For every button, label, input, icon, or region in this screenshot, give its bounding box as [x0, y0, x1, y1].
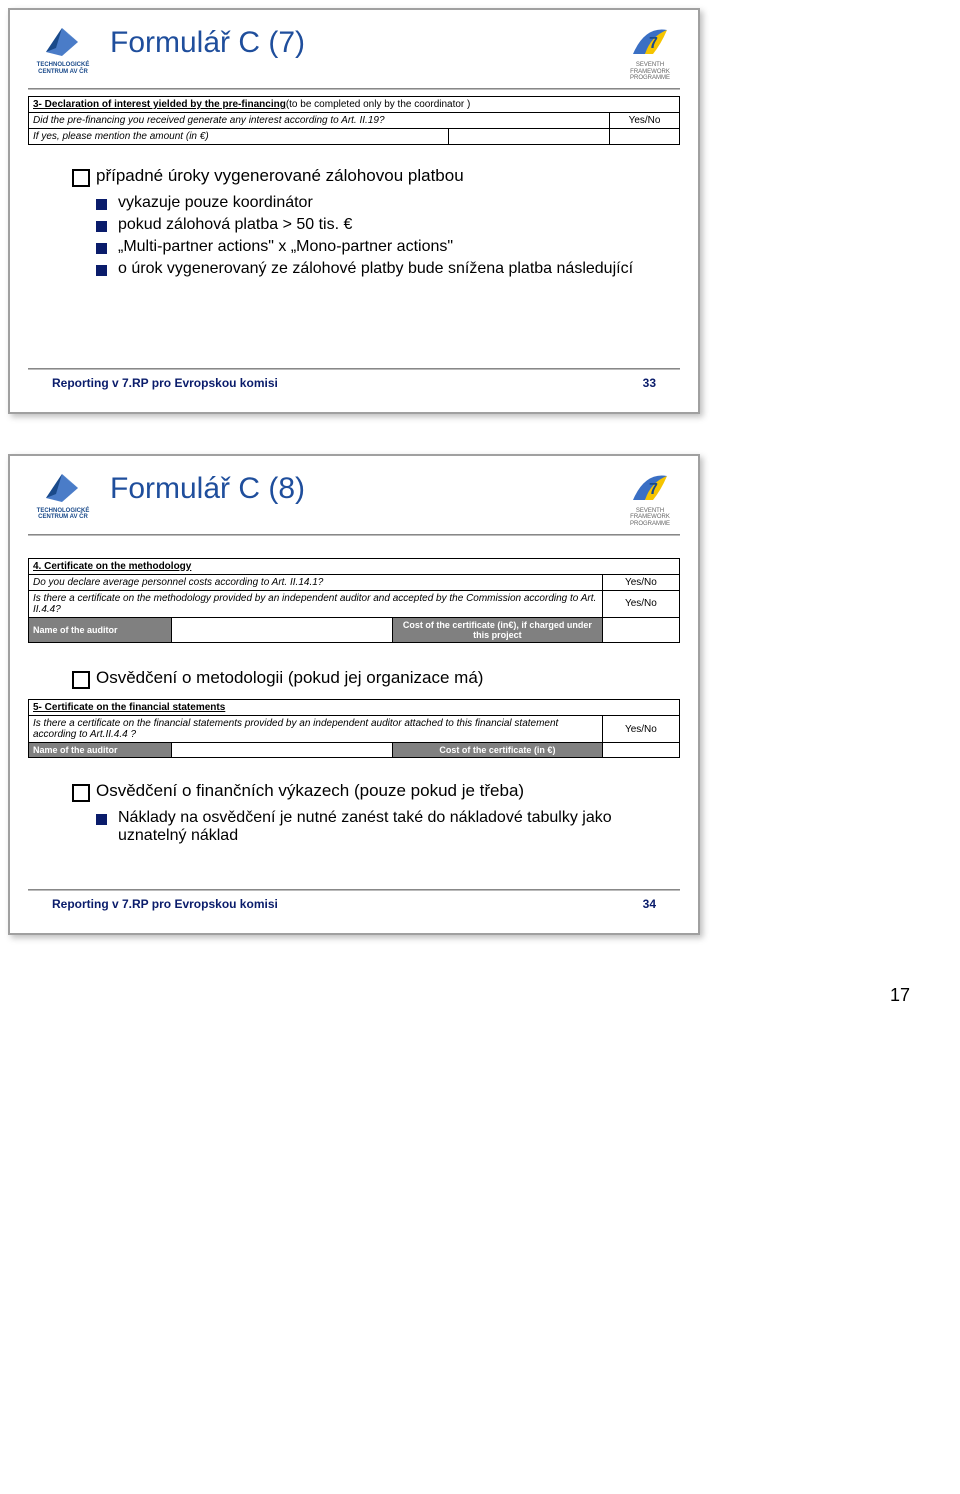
fp7-line1: SEVENTH FRAMEWORK [630, 62, 670, 75]
section-4-q2-row: Is there a certificate on the methodolog… [29, 590, 680, 617]
tc-logo-line1-2: TECHNOLOGICKÉ [37, 508, 90, 514]
section-5-q1: Is there a certificate on the financial … [29, 716, 603, 743]
section-5-heading: 5- Certificate on the financial statemen… [29, 700, 680, 716]
slide-1-footer: Reporting v 7.RP pro Evropskou komisi 33 [28, 370, 680, 398]
slide-1-inner: TECHNOLOGICKÉ CENTRUM AV ČR Formulář C (… [10, 10, 698, 412]
slide-1-header: TECHNOLOGICKÉ CENTRUM AV ČR Formulář C (… [28, 22, 680, 82]
fp7-logo-block: 7 SEVENTH FRAMEWORK PROGRAMME [620, 22, 680, 82]
bullet-1-sub-3: „Multi-partner actions" x „Mono-partner … [96, 238, 650, 256]
tc-logo-block-2: TECHNOLOGICKÉ CENTRUM AV ČR [28, 468, 98, 521]
section-3-heading-row: 3- Declaration of interest yielded by th… [29, 96, 680, 112]
section-4-cost-blank [602, 617, 679, 642]
spacer-2a [28, 536, 680, 558]
svg-text:7: 7 [649, 481, 658, 498]
section-4-auditor-row: Name of the auditor Cost of the certific… [29, 617, 680, 642]
section-4-q1: Do you declare average personnel costs a… [29, 574, 603, 590]
tc-logo-line1: TECHNOLOGICKÉ [37, 62, 90, 68]
section-5-q1-row: Is there a certificate on the financial … [29, 716, 680, 743]
bullet-1-sub-4: o úrok vygenerovaný ze zálohové platby b… [96, 260, 650, 278]
section-3-q2-row: If yes, please mention the amount (in €) [29, 128, 680, 144]
fp7-logo-block-2: 7 SEVENTH FRAMEWORK PROGRAMME [620, 468, 680, 528]
slide-2-body-mid: Osvědčení o metodologii (pokud jej organ… [28, 643, 680, 700]
tc-logo-line2-2: CENTRUM AV ČR [38, 514, 88, 520]
section-4-cost-label: Cost of the certificate (in€), if charge… [393, 617, 603, 642]
section-5-q1-value: Yes/No [602, 716, 679, 743]
section-3-heading-suffix: (to be completed only by the coordinator… [286, 99, 471, 110]
section-5-auditor-blank [172, 743, 393, 758]
tc-logo-icon-2 [42, 468, 84, 506]
bullet-2-1: Osvědčení o finančních výkazech (pouze p… [72, 780, 650, 803]
section-3-q1-value: Yes/No [610, 112, 680, 128]
header-divider [28, 88, 680, 90]
section-5-table: 5- Certificate on the financial statemen… [28, 699, 680, 758]
page-number: 17 [0, 975, 960, 1016]
section-5-cost-label: Cost of the certificate (in €) [393, 743, 603, 758]
tc-logo-text-2: TECHNOLOGICKÉ CENTRUM AV ČR [37, 508, 90, 521]
section-5-cost-blank [602, 743, 679, 758]
slide-2-footer-left: Reporting v 7.RP pro Evropskou komisi [52, 897, 278, 911]
section-4-q2: Is there a certificate on the methodolog… [29, 590, 603, 617]
bullet-1-sub-2: pokud zálohová platba > 50 tis. € [96, 216, 650, 234]
section-5-heading-row: 5- Certificate on the financial statemen… [29, 700, 680, 716]
section-3-heading: 3- Declaration of interest yielded by th… [29, 96, 680, 112]
section-5-auditor-label: Name of the auditor [29, 743, 172, 758]
section-4-table: 4. Certificate on the methodology Do you… [28, 558, 680, 643]
tc-logo-text: TECHNOLOGICKÉ CENTRUM AV ČR [37, 62, 90, 75]
tc-logo-line2: CENTRUM AV ČR [38, 69, 88, 75]
slide-2-footer: Reporting v 7.RP pro Evropskou komisi 34 [28, 891, 680, 919]
slide-2-inner: TECHNOLOGICKÉ CENTRUM AV ČR Formulář C (… [10, 456, 698, 934]
fp7-logo-text-2: SEVENTH FRAMEWORK PROGRAMME [620, 508, 680, 528]
slide-2-header: TECHNOLOGICKÉ CENTRUM AV ČR Formulář C (… [28, 468, 680, 528]
fp7-logo-text: SEVENTH FRAMEWORK PROGRAMME [620, 62, 680, 82]
tc-logo-block: TECHNOLOGICKÉ CENTRUM AV ČR [28, 22, 98, 75]
slide-1: TECHNOLOGICKÉ CENTRUM AV ČR Formulář C (… [8, 8, 700, 414]
svg-text:7: 7 [649, 35, 658, 52]
section-3-table: 3- Declaration of interest yielded by th… [28, 96, 680, 145]
slide-1-footer-left: Reporting v 7.RP pro Evropskou komisi [52, 376, 278, 390]
fp7-line1-2: SEVENTH FRAMEWORK [630, 508, 670, 521]
slide-1-footer-right: 33 [643, 376, 656, 390]
spacer [28, 292, 680, 362]
tc-logo-icon [42, 22, 84, 60]
bullet-1-sub-1: vykazuje pouze koordinátor [96, 194, 650, 212]
fp7-line2-2: PROGRAMME [630, 521, 670, 527]
slide-2-footer-right: 34 [643, 897, 656, 911]
spacer-2b [28, 859, 680, 883]
bullet-2-1-sub-1: Náklady na osvědčení je nutné zanést tak… [96, 809, 650, 845]
section-4-q2-value: Yes/No [602, 590, 679, 617]
section-4-auditor-label: Name of the auditor [29, 617, 172, 642]
slide-2-title: Formulář C (8) [110, 472, 620, 506]
section-4-q1-row: Do you declare average personnel costs a… [29, 574, 680, 590]
slide-1-title: Formulář C (7) [110, 26, 620, 60]
section-3-q2-blank2 [610, 128, 680, 144]
fp7-logo-icon-2: 7 [627, 468, 673, 506]
section-3-heading-prefix: 3- Declaration of interest yielded by th… [33, 99, 286, 110]
section-4-q1-value: Yes/No [602, 574, 679, 590]
slide-2-body-bottom: Osvědčení o finančních výkazech (pouze p… [28, 758, 680, 859]
section-4-auditor-blank [172, 617, 393, 642]
section-3-q1-row: Did the pre-financing you received gener… [29, 112, 680, 128]
slide-1-body: případné úroky vygenerované zálohovou pl… [28, 145, 680, 292]
section-3-q1: Did the pre-financing you received gener… [29, 112, 610, 128]
fp7-line2: PROGRAMME [630, 75, 670, 81]
section-4-heading: 4. Certificate on the methodology [29, 558, 680, 574]
section-3-q2-blank1 [449, 128, 610, 144]
fp7-logo-icon: 7 [627, 22, 673, 60]
slide-2: TECHNOLOGICKÉ CENTRUM AV ČR Formulář C (… [8, 454, 700, 936]
section-4-heading-row: 4. Certificate on the methodology [29, 558, 680, 574]
section-5-auditor-row: Name of the auditor Cost of the certific… [29, 743, 680, 758]
bullet-mid: Osvědčení o metodologii (pokud jej organ… [72, 667, 650, 690]
bullet-1: případné úroky vygenerované zálohovou pl… [72, 165, 650, 188]
section-3-q2: If yes, please mention the amount (in €) [29, 128, 449, 144]
